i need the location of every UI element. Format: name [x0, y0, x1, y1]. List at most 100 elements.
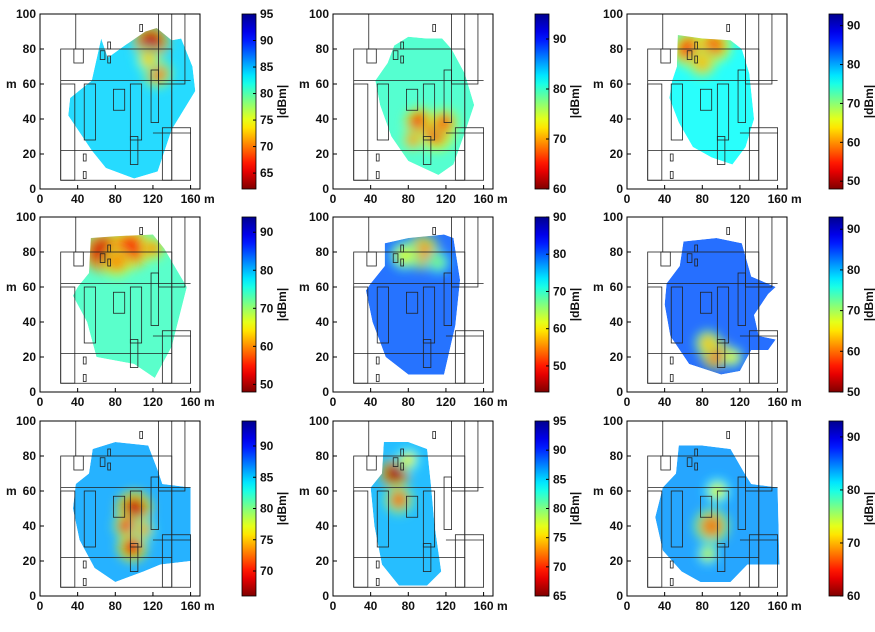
y-tick-label: 60: [316, 280, 330, 294]
y-tick-label: 60: [610, 77, 624, 91]
colorbar-tick-label: 90: [553, 210, 567, 224]
plan-wall-2: [376, 490, 389, 548]
x-tick-label: 0: [37, 599, 44, 613]
plan-wall-5: [737, 476, 746, 530]
x-tick-label: 0: [624, 395, 631, 409]
plan-wall-5: [737, 272, 746, 326]
plan-wall-16: [669, 356, 674, 365]
plan-wall-20: [139, 24, 143, 32]
y-tick-label: 40: [316, 519, 330, 533]
colorbar-tick-label: 90: [847, 19, 861, 33]
plan-wall-4: [716, 490, 730, 548]
x-axis-label: m: [204, 192, 215, 206]
x-tick-label: 160: [474, 599, 494, 613]
colorbar-label: |dBm|: [862, 288, 875, 321]
plan-wall-7: [686, 50, 693, 60]
x-tick-label: 80: [402, 395, 416, 409]
plan-wall-18: [694, 244, 698, 253]
x-tick-label: 80: [109, 599, 123, 613]
y-tick-label: 60: [23, 77, 37, 91]
x-tick-label: 0: [624, 599, 631, 613]
plan-wall-3: [113, 88, 126, 111]
y-tick-label: 100: [16, 414, 36, 428]
plan-wall-6: [366, 455, 377, 471]
x-tick-label: 0: [37, 395, 44, 409]
colorbar-tick-label: 60: [847, 344, 861, 358]
colorbar-tick-label: 70: [260, 140, 274, 154]
plan-wall-20: [139, 227, 143, 235]
coverage-area: [375, 36, 475, 175]
plan-wall-10: [454, 330, 484, 384]
plan-wall-20: [432, 431, 436, 439]
plan-wall-2: [83, 490, 96, 548]
y-tick-label: 20: [610, 350, 624, 364]
colorbar-tick-label: 80: [553, 82, 567, 96]
x-tick-label: 40: [71, 395, 85, 409]
colorbar: [241, 13, 257, 190]
hotspot-3: [430, 254, 446, 271]
colorbar-tick-label: 60: [260, 339, 274, 353]
colorbar-tick-label: 75: [260, 533, 274, 547]
x-axis-label: m: [497, 395, 508, 409]
y-axis-label: m: [593, 77, 604, 91]
y-tick-label: 40: [610, 519, 624, 533]
x-tick-label: 40: [658, 599, 672, 613]
plan-wall-7: [392, 457, 399, 467]
plan-wall-18: [694, 448, 698, 457]
axes-frame: [39, 13, 201, 190]
y-tick-label: 40: [316, 315, 330, 329]
x-tick-label: 160: [768, 192, 788, 206]
plan-wall-10: [454, 127, 484, 181]
y-tick-label: 80: [23, 449, 37, 463]
y-tick-label: 60: [316, 484, 330, 498]
x-tick-label: 120: [436, 599, 456, 613]
floor-plan: [353, 13, 484, 181]
colorbar-tick-label: 65: [553, 589, 567, 603]
y-tick-label: 0: [616, 182, 623, 196]
heatmap-panel-9: 0 40 80 120 160 0 20 40 60 80 100 m m 90 80 70 60 |dBm|: [593, 414, 875, 613]
plan-wall-20: [726, 227, 730, 235]
x-tick-label: 160: [181, 395, 201, 409]
plan-wall-16: [375, 356, 380, 365]
x-tick-label: 40: [71, 192, 85, 206]
axes-frame: [332, 216, 494, 393]
plan-wall-17: [82, 171, 87, 179]
y-tick-label: 100: [16, 210, 36, 224]
y-tick-label: 0: [322, 182, 329, 196]
y-axis-label: m: [593, 280, 604, 294]
coverage-area: [68, 28, 196, 179]
y-axis-label: m: [6, 280, 17, 294]
hotspot-layer: [693, 477, 731, 567]
colorbar-tick-label: 85: [260, 470, 274, 484]
colorbar-label: |dBm|: [275, 288, 289, 321]
plan-wall-7: [686, 457, 693, 467]
plan-wall-16: [669, 153, 674, 162]
x-axis-label: m: [791, 192, 802, 206]
plan-wall-1: [60, 286, 76, 384]
plan-wall-4: [422, 83, 436, 141]
x-tick-label: 80: [109, 192, 123, 206]
colorbar-label: |dBm|: [862, 85, 875, 118]
y-axis-label: m: [299, 77, 310, 91]
x-tick-label: 40: [364, 395, 378, 409]
coverage-area: [72, 234, 187, 378]
colorbar-tick-label: 70: [847, 304, 861, 318]
plan-wall-18: [400, 41, 404, 50]
plan-wall-7: [392, 50, 399, 60]
plan-wall-16: [375, 153, 380, 162]
plan-wall-17: [375, 171, 380, 179]
coverage-area: [365, 234, 461, 375]
colorbar-label: |dBm|: [568, 288, 582, 321]
plan-wall-3: [700, 88, 713, 111]
x-tick-label: 40: [364, 599, 378, 613]
x-tick-label: 120: [730, 395, 750, 409]
y-axis-label: m: [299, 484, 310, 498]
plan-wall-6: [660, 48, 671, 64]
x-tick-label: 160: [181, 599, 201, 613]
plan-wall-3: [406, 291, 419, 314]
hotspot-3: [700, 546, 716, 562]
y-tick-label: 80: [23, 245, 37, 259]
plan-wall-19: [694, 462, 698, 471]
x-tick-label: 120: [143, 599, 163, 613]
